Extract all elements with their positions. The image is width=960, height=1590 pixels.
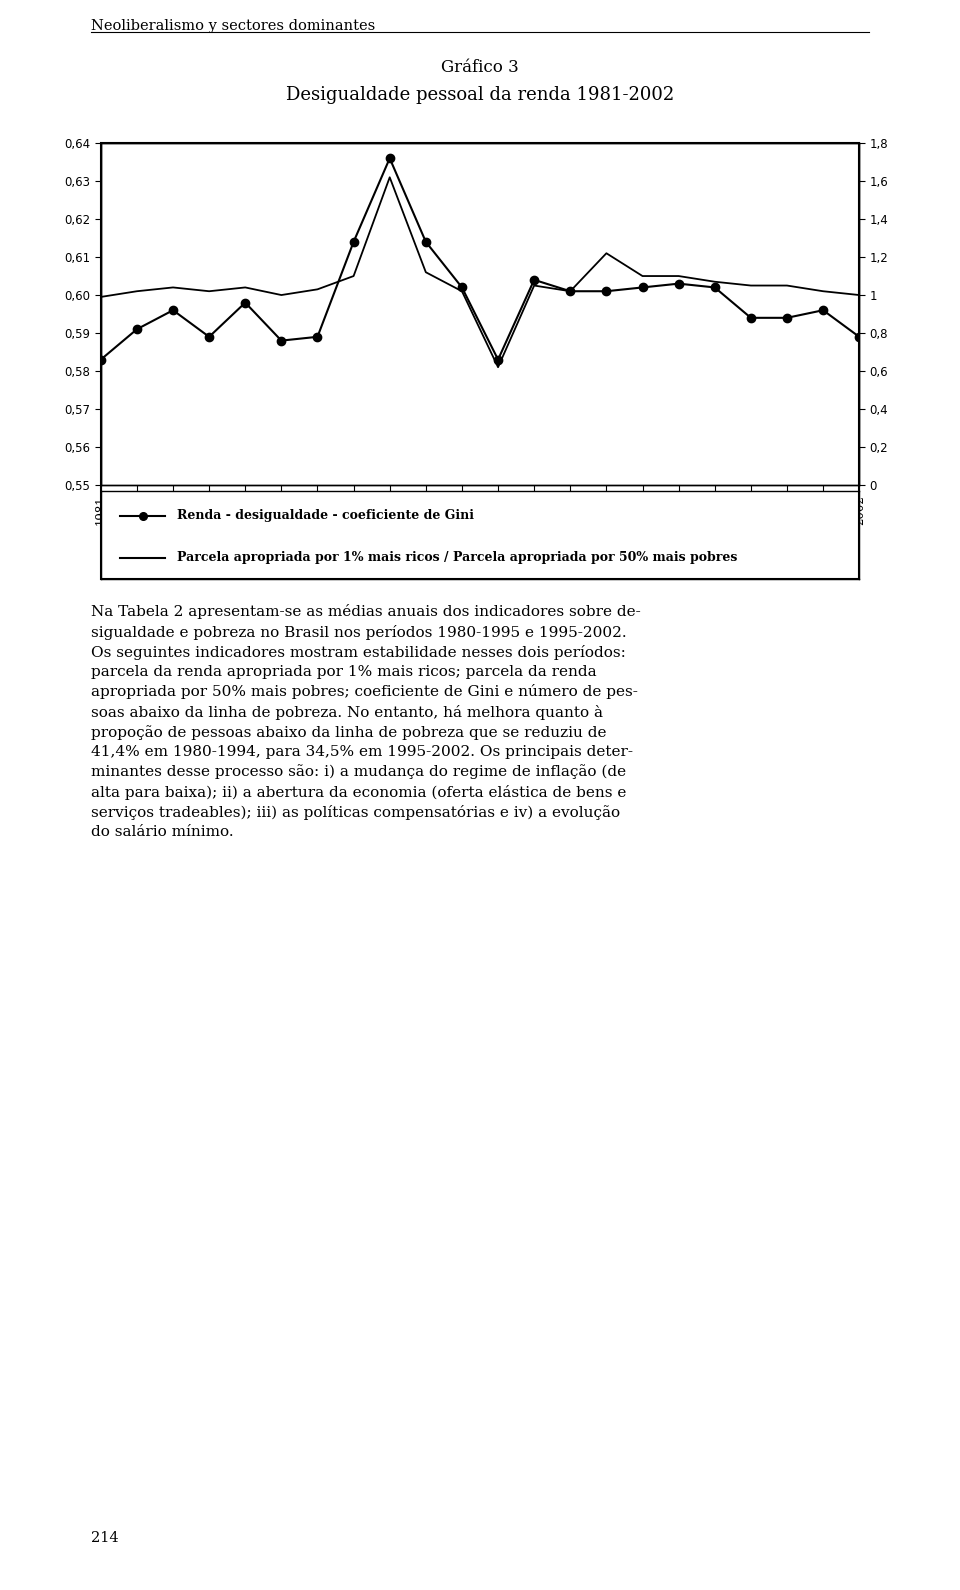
Text: 214: 214 [91,1531,119,1545]
Text: Parcela apropriada por 1% mais ricos / Parcela apropriada por 50% mais pobres: Parcela apropriada por 1% mais ricos / P… [177,552,737,564]
Text: Renda - desigualdade - coeficiente de Gini: Renda - desigualdade - coeficiente de Gi… [177,509,473,522]
Text: Desigualdade pessoal da renda 1981-2002: Desigualdade pessoal da renda 1981-2002 [286,86,674,103]
Text: Na Tabela 2 apresentam-se as médias anuais dos indicadores sobre de-
sigualdade : Na Tabela 2 apresentam-se as médias anua… [91,604,641,840]
Text: Neoliberalismo y sectores dominantes: Neoliberalismo y sectores dominantes [91,19,375,33]
Text: Gráfico 3: Gráfico 3 [442,59,518,76]
